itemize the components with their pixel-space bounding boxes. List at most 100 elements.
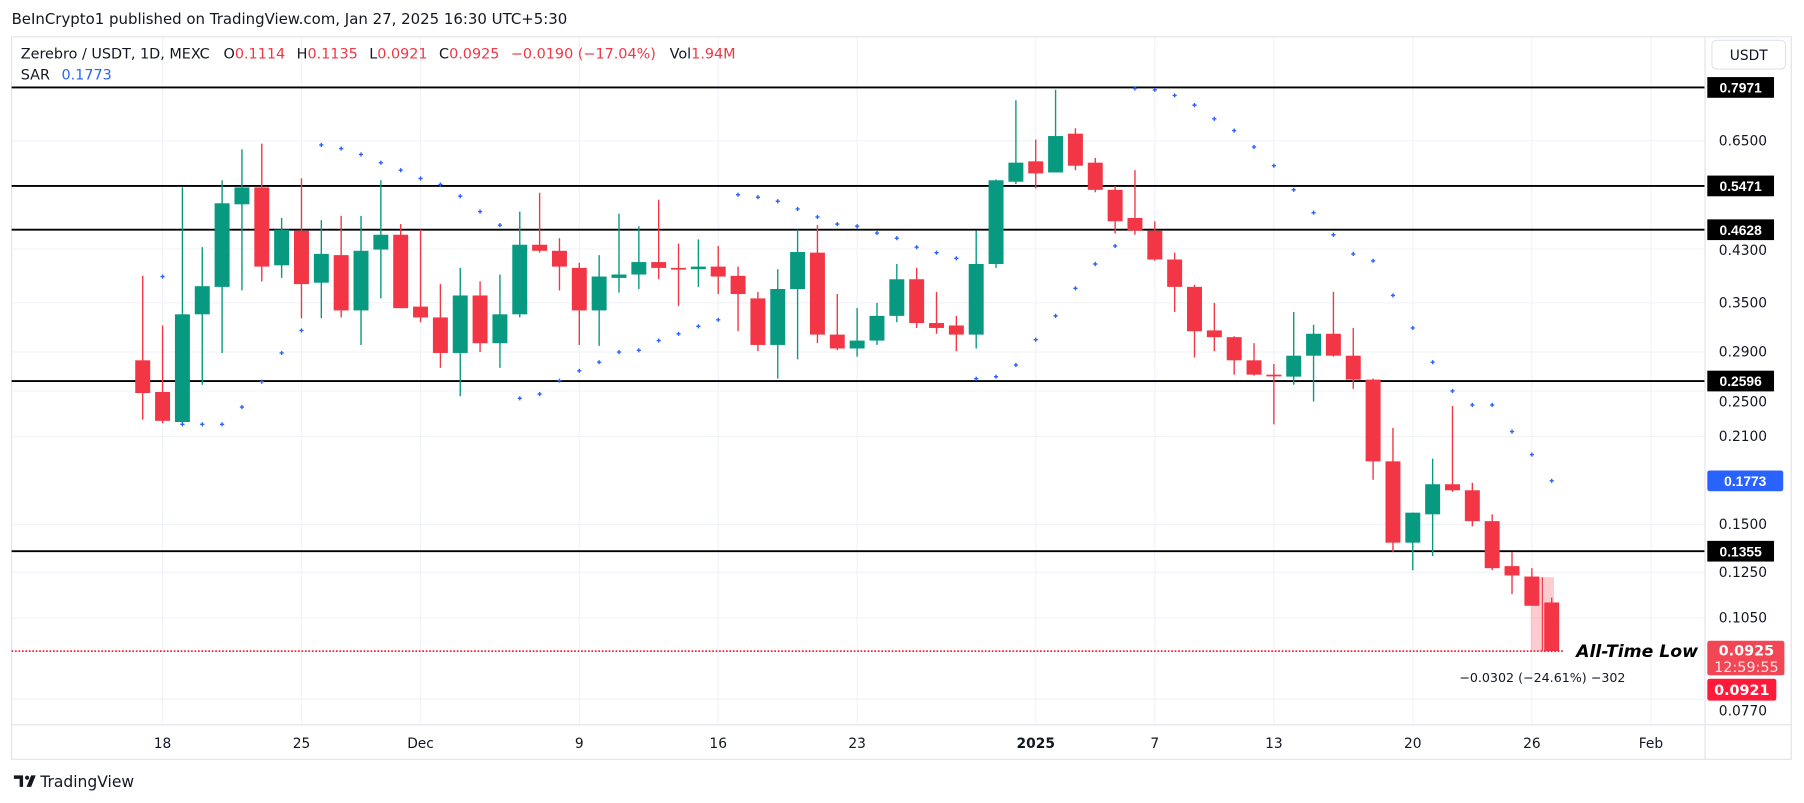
x-tick-label: 18 xyxy=(154,736,172,752)
candle xyxy=(1464,482,1480,527)
y-tick-label: 0.0770 xyxy=(1719,704,1767,720)
candle-body xyxy=(1484,521,1500,569)
candle-body xyxy=(829,334,845,349)
candle xyxy=(1167,252,1183,312)
candle xyxy=(353,215,369,345)
sar-dot xyxy=(636,348,641,353)
sar-dot xyxy=(1549,478,1554,483)
sar-dot xyxy=(656,338,661,343)
candle xyxy=(1147,221,1163,261)
candle xyxy=(571,262,587,345)
candle-body xyxy=(1405,512,1421,543)
candle-body xyxy=(889,279,905,316)
candle-body xyxy=(293,230,309,285)
level-label: 0.5471 xyxy=(1720,179,1763,194)
y-tick-label: 0.6500 xyxy=(1719,133,1767,149)
sar-dot xyxy=(1152,87,1157,92)
candle-body xyxy=(1385,461,1401,543)
candle xyxy=(1544,597,1560,653)
candle-body xyxy=(234,187,250,205)
sar-price-label: 0.1773 xyxy=(1707,470,1784,492)
candle xyxy=(155,325,171,424)
candle xyxy=(1206,302,1222,352)
plot-area[interactable] xyxy=(11,86,1706,653)
candles xyxy=(135,89,1560,653)
candle-body xyxy=(1464,490,1480,522)
candle-body xyxy=(353,250,369,311)
x-tick-label: 25 xyxy=(293,736,311,752)
time-axis[interactable]: 18 25 Dec 9 16 23 2025 7 13 20 26 Feb xyxy=(154,736,1663,752)
currency-button[interactable]: USDT xyxy=(1711,39,1787,70)
candle-body xyxy=(155,391,171,421)
level-label: 0.4628 xyxy=(1720,223,1763,238)
candle-body xyxy=(1325,333,1341,356)
level-labels: 0.7971 0.5471 0.4628 0.2596 0.1355 xyxy=(1707,77,1775,562)
candle-body xyxy=(1008,162,1024,182)
sar-legend[interactable]: SAR 0.1773 xyxy=(21,67,112,83)
low-label: L xyxy=(369,47,377,63)
sar-dot xyxy=(418,176,423,181)
candle xyxy=(1325,291,1341,357)
candle xyxy=(492,274,508,368)
sar-dot xyxy=(1470,402,1475,407)
candle xyxy=(591,255,607,346)
tradingview-wordmark: TradingView xyxy=(39,773,134,791)
candle xyxy=(671,243,687,306)
candle-body xyxy=(1127,218,1143,231)
candle-body xyxy=(1206,330,1222,338)
candle xyxy=(333,215,349,318)
x-tick-label: 2025 xyxy=(1017,736,1055,752)
candle xyxy=(948,315,964,352)
legend-symbol[interactable]: Zerebro / USDT, 1D, MEXC xyxy=(21,47,210,63)
candle-body xyxy=(929,323,944,328)
candle-body xyxy=(968,263,984,335)
sar-dot xyxy=(1331,232,1336,237)
sar-dot xyxy=(378,160,383,165)
sar-dot xyxy=(1192,103,1197,108)
sar-dot xyxy=(735,192,741,197)
sar-dot xyxy=(358,152,364,157)
chart-panel xyxy=(10,36,1792,760)
level-label: 0.2596 xyxy=(1720,374,1763,389)
measure-label: −0.0302 (−24.61%) −302 xyxy=(1459,670,1625,685)
sar-dot xyxy=(616,349,622,355)
candle xyxy=(1226,336,1242,375)
x-tick-label: Dec xyxy=(407,736,434,752)
candle xyxy=(194,247,210,385)
sar-price: 0.1773 xyxy=(1724,474,1767,489)
y-tick-label: 0.1250 xyxy=(1719,565,1767,581)
y-tick-label: 0.2500 xyxy=(1719,394,1767,410)
sar-dot xyxy=(1291,187,1296,192)
sar-dot xyxy=(894,236,899,241)
low-price: 0.0921 xyxy=(1714,683,1769,699)
high-label: H xyxy=(297,47,308,63)
sar-dot xyxy=(716,317,721,322)
tradingview-brand[interactable]: TradingView xyxy=(13,773,135,791)
candle-body xyxy=(869,315,885,341)
candle xyxy=(135,275,151,420)
candle-body xyxy=(790,252,806,290)
open-value: 0.1114 xyxy=(235,47,285,63)
sar-dot xyxy=(696,324,701,329)
candle xyxy=(929,291,944,334)
sar-dot xyxy=(1351,251,1356,256)
sar-dot xyxy=(200,422,205,427)
candle-body xyxy=(393,234,409,309)
candle xyxy=(254,143,270,282)
level-label-box xyxy=(1707,540,1775,562)
candle xyxy=(1425,458,1441,557)
candle xyxy=(1365,378,1381,480)
level-lines xyxy=(11,86,1706,553)
candle xyxy=(1187,284,1202,358)
candle xyxy=(452,267,468,397)
currency-button-label[interactable]: USDT xyxy=(1730,48,1768,64)
sar-dot xyxy=(1251,144,1257,150)
candle xyxy=(512,211,528,318)
candle-body xyxy=(532,244,548,251)
candle xyxy=(988,179,1004,268)
price-axis[interactable]: 0.6500 0.4300 0.3500 0.2900 0.2500 0.2100 0.15… xyxy=(1719,133,1767,719)
vol-label: Vol xyxy=(670,47,692,63)
candle-body xyxy=(254,187,270,267)
sar-dot xyxy=(180,422,185,427)
sar-dot xyxy=(974,376,979,381)
